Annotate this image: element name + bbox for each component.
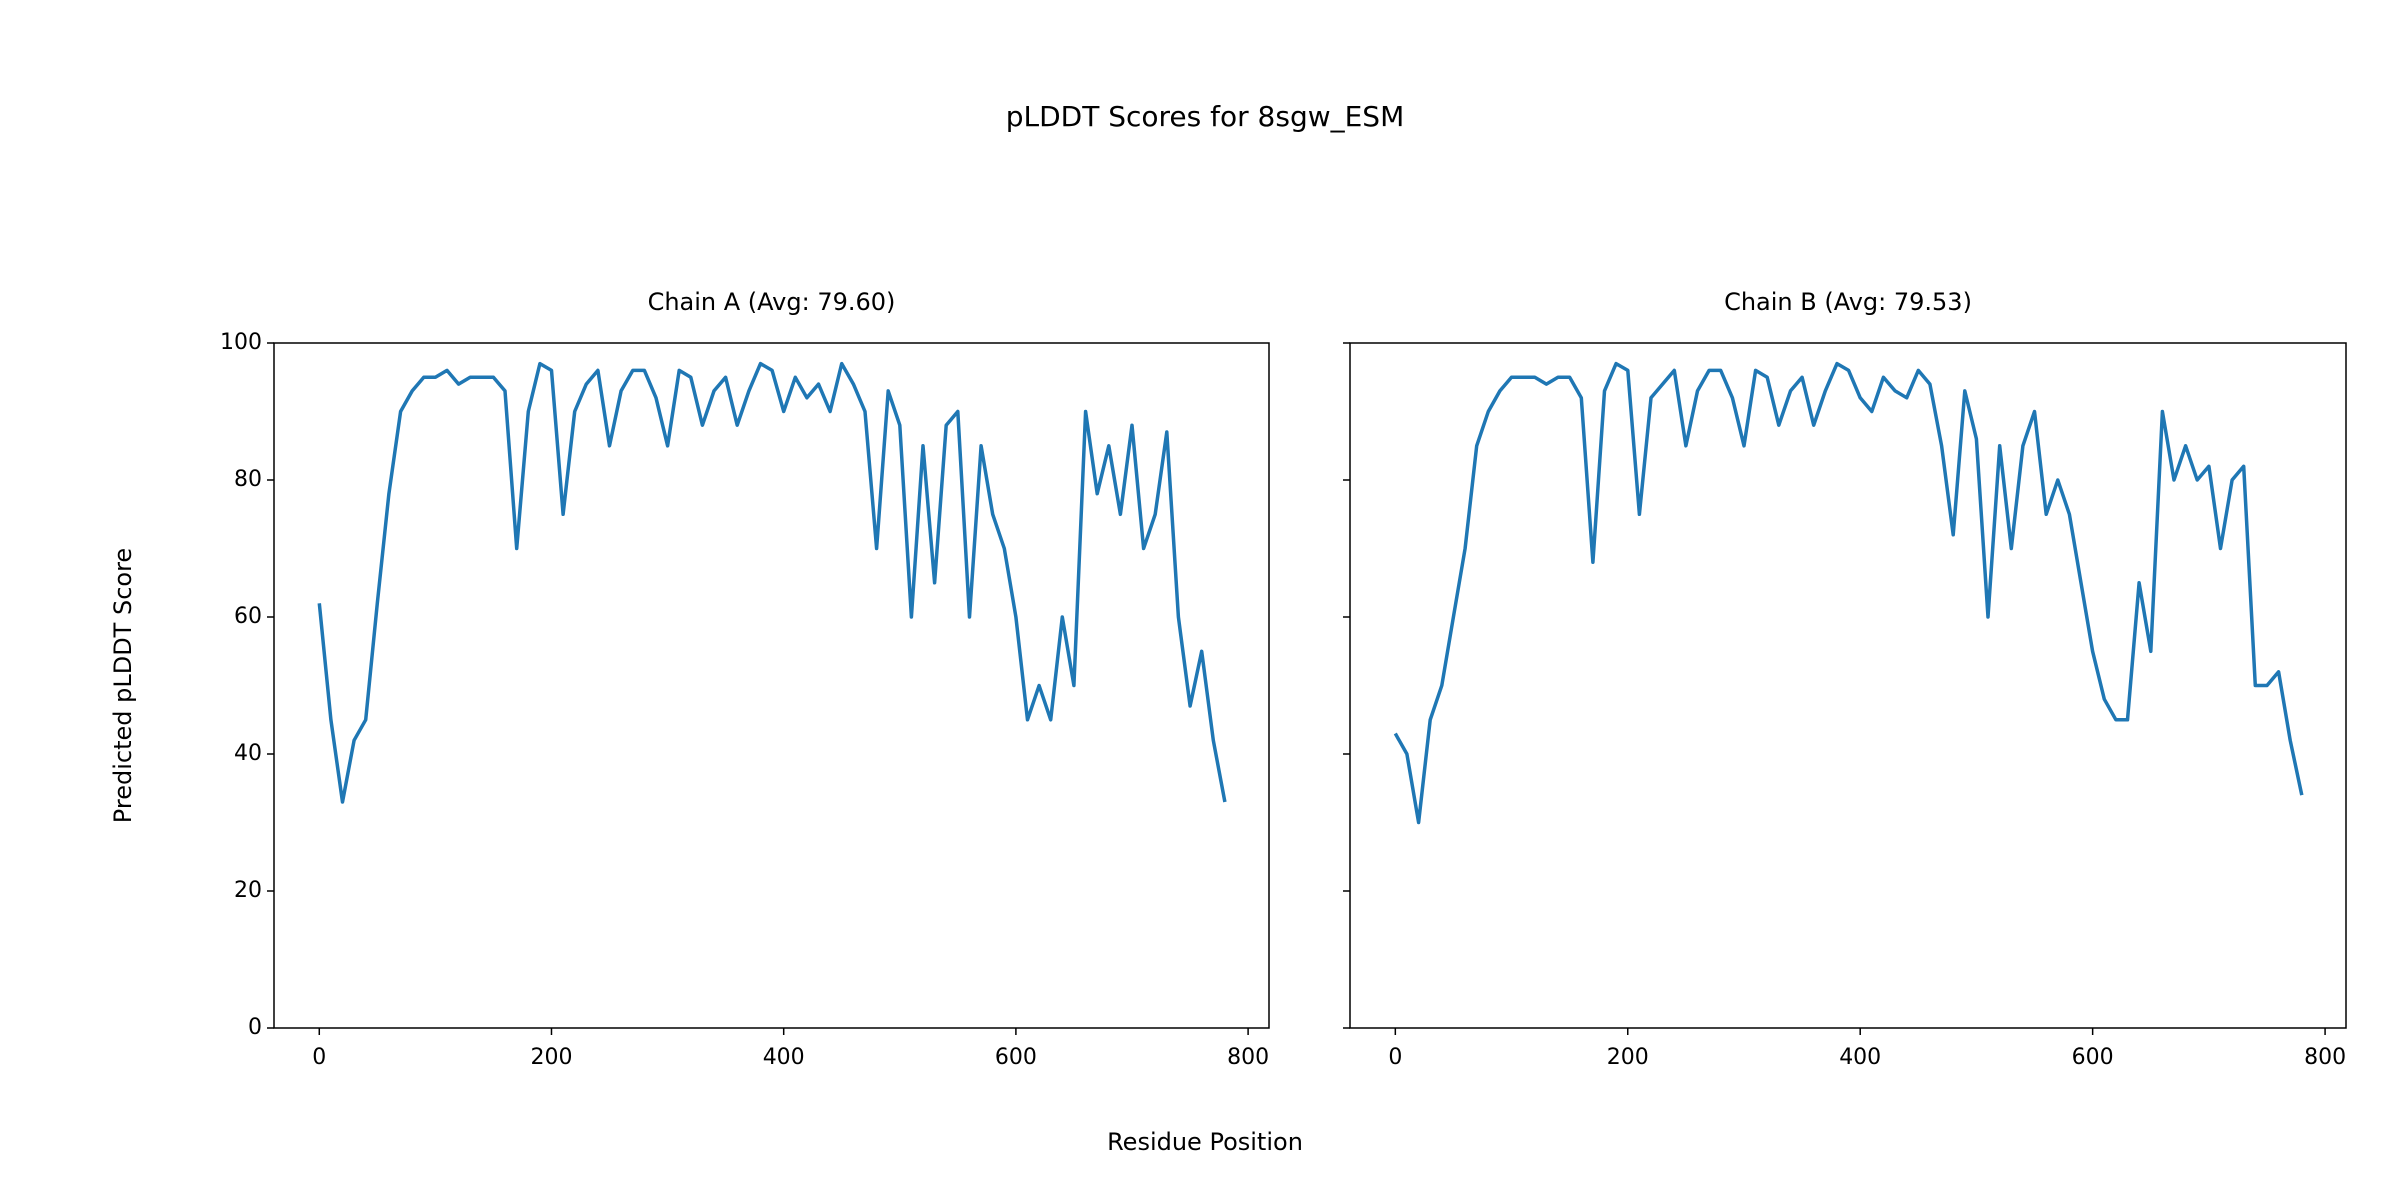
x-tick-label: 800 xyxy=(2304,1045,2346,1070)
axes-frame xyxy=(273,342,1270,1029)
x-tick-label: 400 xyxy=(1839,1045,1881,1070)
subplot-title: Chain B (Avg: 79.53) xyxy=(1724,288,1972,316)
x-tick-label: 600 xyxy=(2072,1045,2114,1070)
y-axis-label: Predicted pLDDT Score xyxy=(109,548,137,823)
x-tick-label: 800 xyxy=(1227,1045,1269,1070)
figure-title: pLDDT Scores for 8sgw_ESM xyxy=(1006,100,1405,133)
data-line xyxy=(1393,361,2304,825)
x-axis-label: Residue Position xyxy=(1107,1128,1303,1156)
x-tick-label: 600 xyxy=(995,1045,1037,1070)
x-tick-label: 0 xyxy=(1388,1045,1402,1070)
data-line xyxy=(317,361,1227,804)
y-tick-label: 60 xyxy=(234,604,262,629)
x-tick-label: 200 xyxy=(530,1045,572,1070)
y-tick-label: 80 xyxy=(234,467,262,492)
y-tick-label: 20 xyxy=(234,878,262,903)
y-tick-label: 100 xyxy=(220,330,262,355)
axes-frame xyxy=(1349,342,2347,1029)
subplot-title: Chain A (Avg: 79.60) xyxy=(648,288,896,316)
x-tick-label: 0 xyxy=(312,1045,326,1070)
y-tick-label: 0 xyxy=(248,1015,262,1040)
x-tick-label: 200 xyxy=(1607,1045,1649,1070)
x-tick-label: 400 xyxy=(763,1045,805,1070)
y-tick-label: 40 xyxy=(234,741,262,766)
